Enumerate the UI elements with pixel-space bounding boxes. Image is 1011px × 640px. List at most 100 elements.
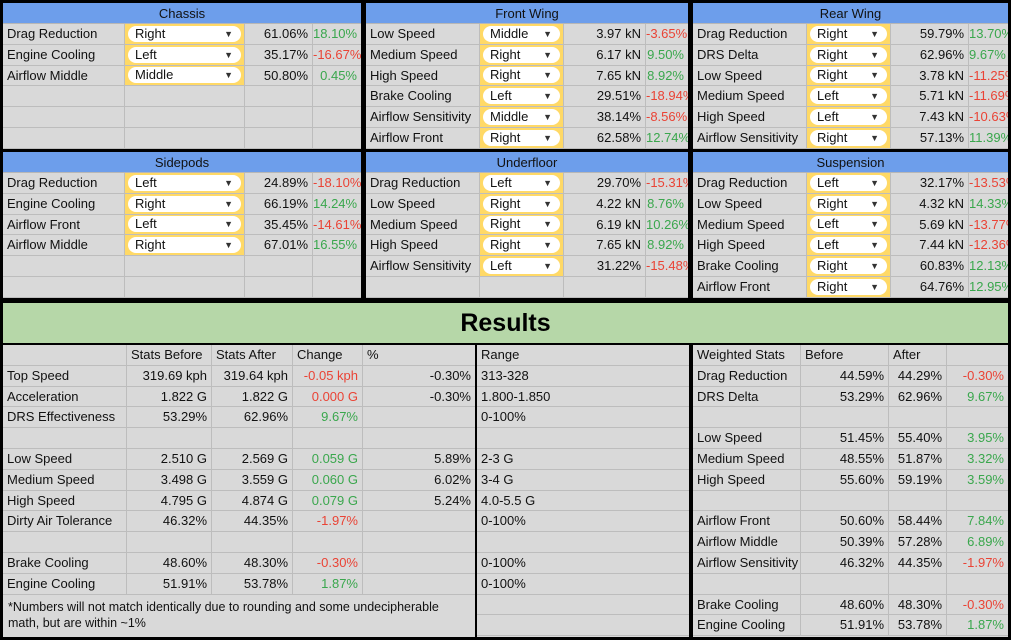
stat-name: Low Speed xyxy=(366,193,480,214)
dropdown-box[interactable]: Right ▼ xyxy=(810,46,887,63)
stat-after: 3.559 G xyxy=(212,469,293,490)
dropdown-box[interactable]: Right ▼ xyxy=(810,278,887,295)
dropdown-box[interactable]: Right ▼ xyxy=(128,25,241,42)
dropdown-box[interactable]: Left ▼ xyxy=(128,174,241,191)
range-table: Range 313-328 1.800-1.850 0-100% 2-3 G 3-4 G 4… xyxy=(477,345,689,637)
option-dropdown[interactable]: Left ▼ xyxy=(480,173,564,193)
range-value: 3-4 G xyxy=(481,471,514,487)
dropdown-box[interactable]: Right ▼ xyxy=(483,237,560,254)
dropdown-box[interactable]: Right ▼ xyxy=(483,67,560,84)
dropdown-box[interactable]: Right ▼ xyxy=(483,216,560,233)
option-dropdown[interactable]: Right ▼ xyxy=(807,24,891,44)
stat-value: 5.71 kN xyxy=(891,86,969,107)
stat-value xyxy=(564,276,646,297)
dropdown-box[interactable]: Right ▼ xyxy=(128,195,241,212)
option-dropdown[interactable]: Middle ▼ xyxy=(480,107,564,127)
option-dropdown[interactable]: Right ▼ xyxy=(125,24,245,44)
option-dropdown[interactable]: Right ▼ xyxy=(807,127,891,148)
stat-name: DRS Effectiveness xyxy=(3,407,127,428)
table-row: 0-100% xyxy=(477,511,689,533)
dropdown-box[interactable]: Middle ▼ xyxy=(128,67,241,84)
dropdown-box[interactable]: Left ▼ xyxy=(810,88,887,105)
dropdown-box[interactable]: Right ▼ xyxy=(810,195,887,212)
option-dropdown[interactable]: Left ▼ xyxy=(807,235,891,256)
option-dropdown[interactable]: Right ▼ xyxy=(807,44,891,65)
column-header: After xyxy=(889,345,947,365)
option-dropdown[interactable]: Right ▼ xyxy=(480,214,564,235)
option-dropdown[interactable]: Middle ▼ xyxy=(125,65,245,86)
option-dropdown[interactable]: Left ▼ xyxy=(807,173,891,193)
dropdown-box[interactable]: Left ▼ xyxy=(483,258,560,275)
weighted-before: 46.32% xyxy=(801,552,889,573)
dropdown-box[interactable]: Left ▼ xyxy=(128,216,241,233)
dropdown-box[interactable]: Right ▼ xyxy=(483,195,560,212)
option-dropdown[interactable]: Right ▼ xyxy=(807,256,891,276)
chevron-down-icon: ▼ xyxy=(543,91,552,102)
dropdown-box[interactable]: Right ▼ xyxy=(483,129,560,146)
dropdown-box[interactable]: Left ▼ xyxy=(483,174,560,191)
dropdown-box[interactable]: Left ▼ xyxy=(810,237,887,254)
table-row xyxy=(477,595,689,616)
table-row: High Speed Right ▼ 7.65 kN 8.92% xyxy=(366,235,688,257)
stat-value: 29.51% xyxy=(564,86,646,107)
table-row: 0-100% xyxy=(477,553,689,574)
dropdown-value: Right xyxy=(817,278,848,294)
dropdown-box[interactable]: Right ▼ xyxy=(810,129,887,146)
stat-before: 51.91% xyxy=(127,573,212,594)
range-value: 2-3 G xyxy=(481,450,514,466)
option-dropdown[interactable]: Right ▼ xyxy=(125,235,245,256)
table-row: Drag Reduction Right ▼ 61.06% 18.10% xyxy=(3,24,361,45)
option-dropdown[interactable]: Right ▼ xyxy=(480,44,564,65)
stats-panel: Stats Before Stats After Change% Top Speed 3… xyxy=(3,345,475,637)
dropdown-box[interactable]: Right ▼ xyxy=(128,237,241,254)
option-dropdown[interactable]: Right ▼ xyxy=(480,127,564,148)
column-header: Stats Before xyxy=(127,345,212,365)
option-dropdown[interactable]: Right ▼ xyxy=(480,65,564,86)
stat-change: 0.059 G xyxy=(293,448,363,469)
option-dropdown[interactable]: Left ▼ xyxy=(480,86,564,107)
option-dropdown[interactable]: Left ▼ xyxy=(807,86,891,107)
dropdown-box[interactable]: Left ▼ xyxy=(810,174,887,191)
option-dropdown[interactable]: Right ▼ xyxy=(807,65,891,86)
dropdown-box[interactable]: Right ▼ xyxy=(483,46,560,63)
dropdown-value: Right xyxy=(817,25,848,41)
weighted-after: 53.78% xyxy=(889,615,947,636)
option-dropdown[interactable]: Left ▼ xyxy=(807,107,891,127)
stat-change: -3.65% xyxy=(646,26,688,41)
table-row: 0-100% xyxy=(477,574,689,595)
table-row: High Speed Left ▼ 7.44 kN-12.36% xyxy=(693,235,1008,257)
option-dropdown[interactable]: Left ▼ xyxy=(125,214,245,235)
dropdown-box[interactable]: Left ▼ xyxy=(128,46,241,63)
option-dropdown[interactable]: Right ▼ xyxy=(125,193,245,214)
dropdown-box[interactable]: Left ▼ xyxy=(483,88,560,105)
dropdown-box[interactable]: Middle ▼ xyxy=(483,25,560,42)
stat-name: Drag Reduction xyxy=(3,173,125,193)
option-dropdown[interactable]: Right ▼ xyxy=(807,193,891,214)
dropdown-value: Left xyxy=(817,237,839,253)
dropdown-value: Left xyxy=(135,174,157,190)
table-row xyxy=(3,256,361,277)
stat-name xyxy=(3,86,125,107)
dropdown-box[interactable]: Left ▼ xyxy=(810,109,887,126)
dropdown-box[interactable]: Middle ▼ xyxy=(483,109,560,126)
chassis-panel: Chassis Drag Reduction Right ▼ 61.06% 18.10%… xyxy=(3,3,361,149)
option-dropdown[interactable]: Left ▼ xyxy=(125,173,245,193)
option-dropdown[interactable]: Left ▼ xyxy=(125,44,245,65)
weighted-after: 51.87% xyxy=(889,448,947,469)
dropdown-box[interactable]: Right ▼ xyxy=(810,67,887,84)
dropdown-box[interactable]: Left ▼ xyxy=(810,216,887,233)
option-dropdown[interactable]: Right ▼ xyxy=(807,276,891,297)
option-dropdown[interactable]: Middle ▼ xyxy=(480,24,564,44)
option-dropdown[interactable]: Right ▼ xyxy=(480,193,564,214)
dropdown-box[interactable]: Right ▼ xyxy=(810,258,887,275)
option-dropdown[interactable]: Left ▼ xyxy=(480,256,564,276)
stat-name: Brake Cooling xyxy=(3,552,127,573)
table-row xyxy=(477,615,689,637)
dropdown-box[interactable]: Right ▼ xyxy=(810,25,887,42)
panel-title: Rear Wing xyxy=(693,3,1008,24)
option-dropdown[interactable]: Left ▼ xyxy=(807,214,891,235)
table-row: Brake Cooling 48.60% 48.30% -0.30% xyxy=(3,552,475,574)
stat-value: 6.17 kN xyxy=(564,44,646,65)
table-header: Range xyxy=(477,345,689,366)
option-dropdown[interactable]: Right ▼ xyxy=(480,235,564,256)
